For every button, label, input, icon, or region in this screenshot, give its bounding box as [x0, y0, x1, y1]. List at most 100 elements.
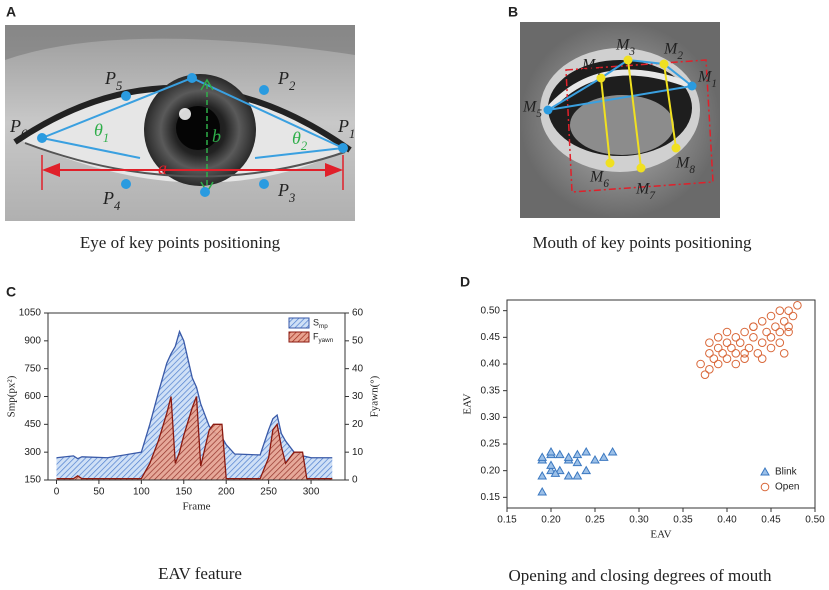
x-tick-label: 0.25: [585, 515, 605, 526]
x-tick-label: 0.20: [541, 515, 561, 526]
point: [793, 301, 802, 310]
plot-frame: [506, 299, 816, 509]
caption: Opening and closing degrees of mouth: [509, 566, 772, 585]
point: [696, 359, 705, 369]
point: [784, 306, 793, 315]
panel-letter: B: [508, 4, 518, 20]
y2-tick-label: 40: [352, 363, 364, 374]
point: [713, 343, 723, 353]
point: [727, 343, 736, 353]
point: [572, 470, 583, 480]
point: [775, 338, 785, 347]
point: [766, 311, 776, 321]
point: [705, 365, 714, 374]
point: [757, 338, 767, 347]
x-tick-label: 200: [218, 487, 235, 498]
point: [581, 446, 592, 456]
point: [749, 322, 758, 331]
y-tick-label: 1050: [19, 308, 42, 319]
x-tick-label: 300: [303, 487, 320, 498]
point: [705, 338, 714, 347]
point: [784, 322, 793, 331]
y-tick-label: 0.20: [481, 465, 501, 476]
y-tick-label: 0.30: [481, 412, 501, 423]
point: [705, 349, 714, 358]
point: [722, 354, 732, 363]
point: [537, 470, 548, 480]
y2-tick-label: 30: [352, 391, 364, 402]
point: [731, 349, 741, 358]
point: [788, 311, 798, 321]
y2-tick-label: 10: [352, 447, 364, 458]
legend-label: Open: [775, 482, 799, 493]
point: [572, 449, 583, 459]
point: [700, 370, 710, 379]
y2-tick-label: 50: [352, 335, 364, 346]
point: [766, 333, 776, 342]
point: [757, 317, 767, 326]
y-tick-label: 750: [24, 363, 41, 374]
point: [546, 465, 556, 475]
legend-marker: [760, 466, 770, 476]
point: [779, 349, 789, 358]
point: [572, 457, 583, 467]
y2-tick-label: 60: [352, 308, 364, 319]
point: [731, 359, 741, 369]
point: [546, 446, 556, 456]
panel-letter: A: [6, 4, 16, 20]
point: [757, 354, 767, 363]
legend-swatch: [288, 317, 310, 329]
point: [554, 465, 565, 475]
legend-label: Fyawn: [313, 331, 334, 344]
point: [554, 449, 565, 459]
point: [709, 354, 719, 363]
point: [546, 460, 556, 469]
x-tick-label: 100: [133, 487, 150, 498]
point: [775, 306, 785, 315]
y2-tick-label: 0: [352, 475, 358, 486]
point: [563, 452, 574, 461]
y-tick-label: 0.25: [481, 439, 501, 450]
x-tick-label: 0.50: [805, 515, 825, 526]
point: [753, 349, 763, 358]
point: [537, 486, 548, 496]
panel-letter: C: [6, 284, 16, 300]
y-tick-label: 0.50: [481, 305, 501, 316]
y-axis-label: EAV: [462, 393, 474, 414]
caption: Eye of key points positioning: [80, 233, 281, 252]
legend-marker: [760, 482, 770, 492]
line: [56, 396, 333, 480]
y-tick-label: 300: [24, 447, 41, 458]
point: [607, 446, 618, 456]
x-tick-label: 0.35: [673, 515, 693, 526]
point: [740, 327, 749, 337]
y-tick-label: 150: [24, 475, 41, 486]
y-tick-label: 0.45: [481, 332, 501, 343]
legend-label: Blink: [775, 467, 798, 478]
point: [740, 354, 749, 363]
point: [713, 359, 723, 369]
point: [590, 454, 600, 464]
distance-label: b: [212, 126, 221, 146]
x-tick-label: 0.45: [761, 515, 781, 526]
x-axis-label: EAV: [650, 529, 671, 541]
point: [771, 322, 780, 331]
point: [718, 349, 727, 358]
point: [784, 327, 793, 337]
distance-label: a: [158, 158, 167, 178]
y2-axis-label: Fyawn(°): [369, 375, 381, 417]
point: [537, 452, 548, 461]
point: [766, 343, 776, 353]
point: [581, 465, 592, 475]
caption: EAV feature: [158, 564, 242, 583]
y-tick-label: 900: [24, 335, 41, 346]
point: [735, 338, 745, 347]
y-tick-label: 0.15: [481, 492, 501, 503]
y-tick-label: 0.40: [481, 359, 501, 370]
x-tick-label: 0.40: [717, 515, 737, 526]
y-tick-label: 450: [24, 419, 41, 430]
mouth-photo: [520, 22, 720, 218]
point: [749, 333, 758, 342]
